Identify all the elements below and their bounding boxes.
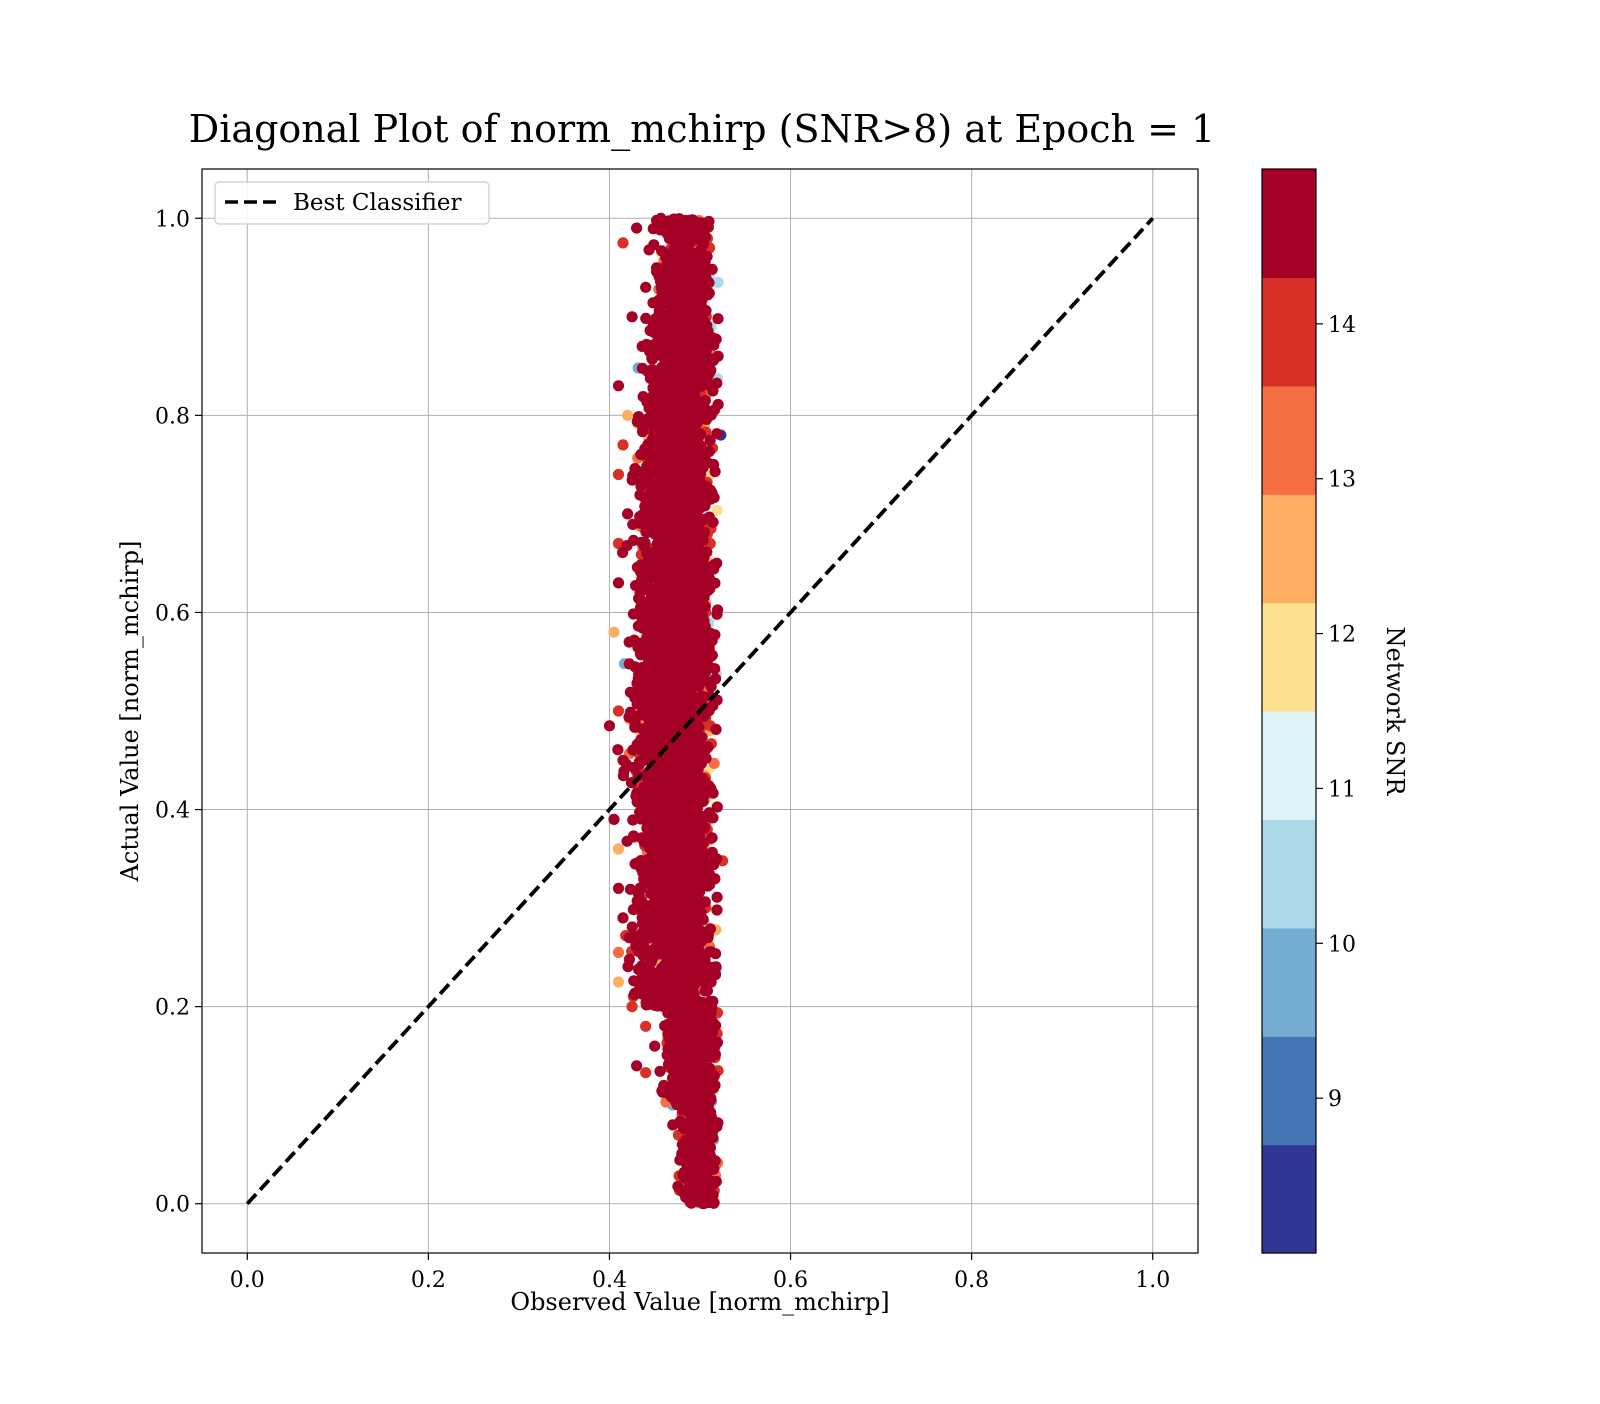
scatter-point <box>608 627 619 638</box>
scatter-point <box>613 469 624 480</box>
scatter-point <box>629 463 640 474</box>
scatter-point <box>632 416 643 427</box>
scatter-point <box>613 843 624 854</box>
scatter-point <box>695 220 706 231</box>
scatter-point <box>627 311 638 322</box>
scatter-point <box>654 222 665 233</box>
scatter-point <box>693 812 704 823</box>
scatter-point <box>635 518 646 529</box>
scatter-point <box>642 874 653 885</box>
scatter-point <box>622 410 633 421</box>
scatter-point <box>631 223 642 234</box>
scatter-point <box>613 380 624 391</box>
scatter-point <box>627 475 638 486</box>
scatter-point <box>618 770 629 781</box>
scatter-point <box>613 976 624 987</box>
scatter-point <box>693 516 704 527</box>
scatter-point <box>608 814 619 825</box>
scatter-point <box>711 724 722 735</box>
scatter-point <box>656 245 667 256</box>
scatter-point <box>640 1067 651 1078</box>
scatter-point <box>641 548 652 559</box>
scatter-point <box>666 506 677 517</box>
scatter-point <box>631 1060 642 1071</box>
scatter-point <box>613 577 624 588</box>
scatter-point <box>708 459 719 470</box>
scatter-point <box>621 759 632 770</box>
scatter-point <box>712 892 723 903</box>
scatter-point <box>617 912 628 923</box>
scatter-point <box>707 517 718 528</box>
scatter-point <box>613 705 624 716</box>
scatter-point <box>711 428 722 439</box>
scatter-point <box>638 578 649 589</box>
scatter-point <box>705 628 716 639</box>
chart-title: Diagonal Plot of norm_mchirp (SNR>8) at … <box>189 107 1215 152</box>
scatter-point <box>656 282 667 293</box>
scatter-point <box>649 1041 660 1052</box>
scatter-point <box>632 642 643 653</box>
scatter-point <box>635 813 646 824</box>
scatter-point <box>617 547 628 558</box>
scatter-point <box>612 744 623 755</box>
scatter-point <box>700 395 711 406</box>
scatter-point <box>613 947 624 958</box>
scatter-point <box>604 720 615 731</box>
scatter-point <box>707 812 718 823</box>
scatter-point <box>617 237 628 248</box>
scatter-point <box>632 698 643 709</box>
scatter-point <box>632 937 643 948</box>
scatter-point <box>705 923 716 934</box>
scatter-point <box>644 346 655 357</box>
scatter-point <box>640 1021 651 1032</box>
scatter-point <box>712 313 723 324</box>
scatter-point <box>637 912 648 923</box>
scatter-point <box>640 282 651 293</box>
scatter-point <box>653 381 664 392</box>
scatter-point <box>627 1001 638 1012</box>
scatter-point <box>711 904 722 915</box>
scatter-point <box>622 508 633 519</box>
scatter-point <box>623 712 634 723</box>
scatter-point <box>617 439 628 450</box>
scatter-point <box>613 883 624 894</box>
scatter-point <box>636 884 647 895</box>
